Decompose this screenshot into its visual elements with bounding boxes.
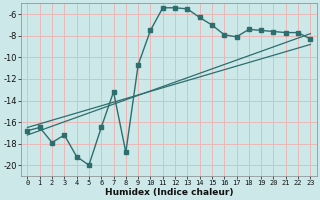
- X-axis label: Humidex (Indice chaleur): Humidex (Indice chaleur): [105, 188, 233, 197]
